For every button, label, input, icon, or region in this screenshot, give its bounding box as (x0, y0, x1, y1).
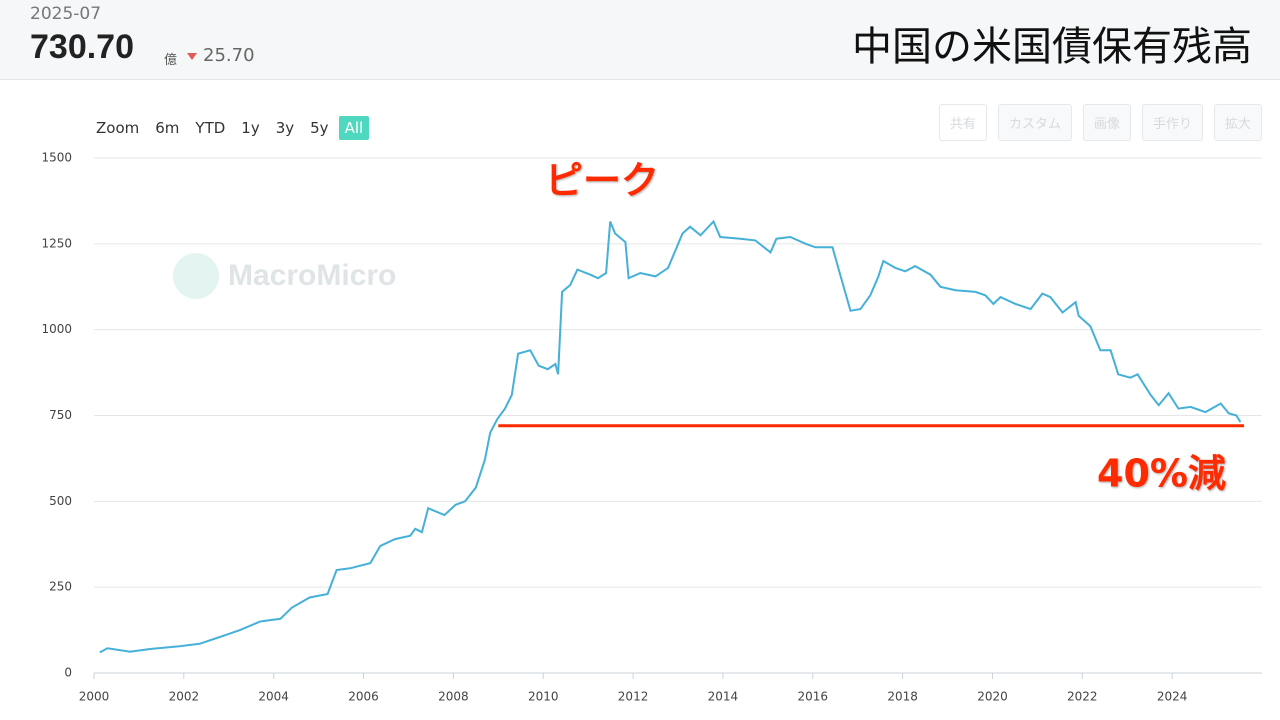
y-tick-label: 0 (64, 666, 72, 680)
x-tick-label: 2008 (438, 690, 469, 704)
zoom-label: Zoom (96, 119, 140, 137)
y-tick-label: 1250 (41, 236, 72, 250)
x-tick-label: 2016 (797, 690, 828, 704)
range-button[interactable]: All (338, 116, 370, 140)
x-tick-label: 2014 (708, 690, 739, 704)
tool-button[interactable]: 手作り (1141, 104, 1203, 141)
x-tick-label: 2000 (79, 690, 110, 704)
y-tick-label: 750 (49, 408, 72, 422)
unit: 億 (164, 53, 178, 68)
range-button[interactable]: YTD (195, 119, 226, 137)
y-tick-label: 250 (49, 580, 72, 594)
tool-button[interactable]: 共有 (938, 104, 987, 141)
x-tick-label: 2012 (618, 690, 649, 704)
annotation: 40%減 (1097, 452, 1226, 496)
y-tick-label: 500 (49, 494, 72, 508)
x-tick-label: 2006 (348, 690, 379, 704)
annotation: ピーク (545, 159, 659, 203)
data-line (99, 219, 1242, 654)
latest-value: 730.70 (30, 28, 134, 66)
range-button[interactable]: 1y (241, 119, 260, 137)
x-tick-label: 2020 (977, 690, 1008, 704)
x-tick-label: 2002 (169, 690, 200, 704)
header: 2025-07 730.70 億 25.70 中国の米国債保有残高 (0, 0, 1280, 80)
watermark: MacroMicro (228, 259, 396, 292)
change: 25.70 (203, 45, 255, 66)
y-tick-label: 1500 (41, 151, 72, 165)
x-tick-label: 2024 (1157, 690, 1188, 704)
range-button[interactable]: 6m (155, 119, 180, 137)
tool-button[interactable]: 画像 (1082, 104, 1131, 141)
x-tick-label: 2010 (528, 690, 559, 704)
range-selector: Zoom 6m YTD 1y 3y 5y All (90, 116, 370, 140)
x-tick-label: 2004 (258, 690, 289, 704)
tool-button[interactable]: カスタム (997, 104, 1072, 141)
toolbar: 共有 カスタム 画像 手作り 拡大 (938, 104, 1262, 141)
title: 中国の米国債保有残高 (852, 24, 1252, 70)
x-tick-label: 2022 (1067, 690, 1098, 704)
watermark-logo (173, 253, 219, 299)
date: 2025-07 (30, 4, 102, 24)
y-tick-label: 1000 (41, 322, 72, 336)
range-button[interactable]: 3y (275, 119, 295, 137)
tool-button[interactable]: 拡大 (1213, 104, 1262, 141)
x-tick-label: 2018 (887, 690, 918, 704)
down-arrow (187, 53, 197, 60)
range-button[interactable]: 5y (310, 119, 329, 137)
